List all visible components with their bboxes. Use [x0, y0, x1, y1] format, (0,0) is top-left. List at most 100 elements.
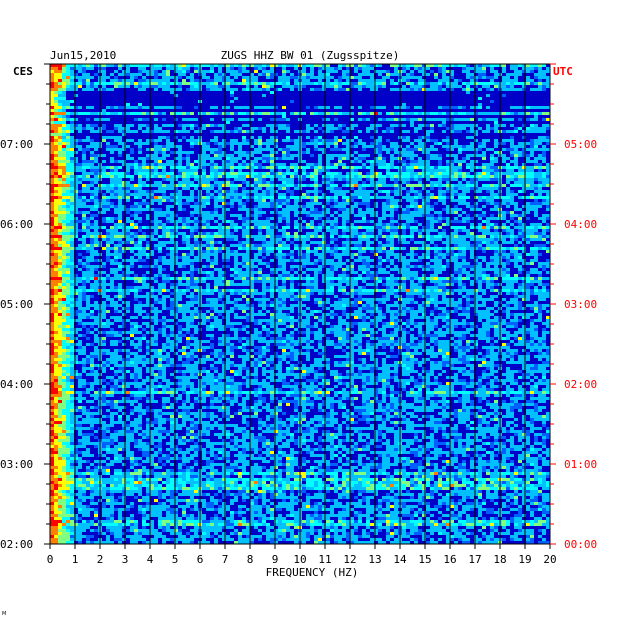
heatmap-cell [530, 175, 534, 178]
heatmap-cell [154, 181, 158, 184]
heatmap-cell [534, 184, 538, 187]
heatmap-cell [402, 67, 406, 70]
heatmap-cell [214, 166, 218, 169]
heatmap-cell [518, 127, 522, 130]
heatmap-cell [362, 112, 366, 115]
heatmap-cell [146, 193, 150, 196]
heatmap-cell [382, 175, 386, 178]
heatmap-cell [66, 238, 70, 241]
heatmap-cell [166, 73, 170, 76]
heatmap-cell [346, 130, 350, 133]
heatmap-cell [530, 235, 534, 238]
heatmap-cell [270, 169, 274, 172]
heatmap-cell [114, 247, 118, 250]
heatmap-cell [50, 82, 54, 85]
heatmap-cell [238, 247, 242, 250]
heatmap-cell [386, 244, 390, 247]
heatmap-cell [170, 214, 174, 217]
heatmap-cell [410, 124, 414, 127]
heatmap-cell [154, 229, 158, 232]
heatmap-cell [514, 160, 518, 163]
heatmap-cell [150, 166, 154, 169]
heatmap-cell [446, 208, 450, 211]
heatmap-cell [118, 148, 122, 151]
heatmap-cell [162, 73, 166, 76]
heatmap-cell [294, 76, 298, 79]
heatmap-cell [130, 250, 134, 253]
heatmap-cell [274, 124, 278, 127]
heatmap-cell [330, 250, 334, 253]
heatmap-cell [58, 145, 62, 148]
heatmap-cell [286, 139, 290, 142]
heatmap-cell [542, 112, 546, 115]
heatmap-cell [470, 205, 474, 208]
heatmap-cell [90, 178, 94, 181]
heatmap-cell [390, 190, 394, 193]
heatmap-cell [526, 235, 530, 238]
heatmap-cell [282, 82, 286, 85]
heatmap-cell [434, 64, 438, 67]
heatmap-cell [322, 106, 326, 109]
heatmap-cell [118, 226, 122, 229]
heatmap-cell [426, 229, 430, 232]
heatmap-cell [66, 85, 70, 88]
heatmap-cell [50, 163, 54, 166]
heatmap-cell [102, 109, 106, 112]
heatmap-cell [214, 247, 218, 250]
heatmap-cell [350, 76, 354, 79]
heatmap-cell [118, 67, 122, 70]
heatmap-cell [546, 70, 550, 73]
heatmap-cell [70, 220, 74, 223]
heatmap-cell [318, 142, 322, 145]
heatmap-cell [370, 64, 374, 67]
heatmap-cell [482, 241, 486, 244]
heatmap-cell [230, 220, 234, 223]
heatmap-cell [442, 202, 446, 205]
heatmap-cell [438, 112, 442, 115]
heatmap-cell [522, 181, 526, 184]
heatmap-cell [242, 88, 246, 91]
heatmap-cell [474, 178, 478, 181]
heatmap-cell [494, 205, 498, 208]
heatmap-cell [490, 70, 494, 73]
heatmap-cell [346, 178, 350, 181]
heatmap-cell [106, 112, 110, 115]
heatmap-cell [426, 139, 430, 142]
heatmap-cell [314, 145, 318, 148]
heatmap-cell [506, 175, 510, 178]
heatmap-cell [266, 157, 270, 160]
heatmap-cell [166, 106, 170, 109]
heatmap-cell [230, 163, 234, 166]
heatmap-cell [150, 220, 154, 223]
heatmap-cell [62, 148, 66, 151]
heatmap-cell [354, 64, 358, 67]
heatmap-cell [138, 238, 142, 241]
heatmap-cell [458, 166, 462, 169]
heatmap-cell [470, 136, 474, 139]
heatmap-cell [426, 214, 430, 217]
heatmap-cell [246, 82, 250, 85]
heatmap-cell [118, 253, 122, 256]
heatmap-cell [302, 64, 306, 67]
heatmap-cell [270, 148, 274, 151]
heatmap-cell [466, 175, 470, 178]
heatmap-cell [326, 64, 330, 67]
heatmap-cell [482, 214, 486, 217]
heatmap-cell [234, 160, 238, 163]
heatmap-cell [94, 145, 98, 148]
heatmap-cell [310, 73, 314, 76]
heatmap-cell [62, 184, 66, 187]
heatmap-cell [150, 112, 154, 115]
heatmap-cell [442, 130, 446, 133]
heatmap-cell [210, 64, 214, 67]
heatmap-cell [450, 106, 454, 109]
heatmap-cell [126, 106, 130, 109]
heatmap-cell [146, 256, 150, 259]
heatmap-cell [338, 82, 342, 85]
heatmap-cell [190, 235, 194, 238]
heatmap-cell [62, 64, 66, 67]
heatmap-cell [286, 136, 290, 139]
heatmap-cell [202, 163, 206, 166]
heatmap-cell [242, 136, 246, 139]
heatmap-cell [314, 163, 318, 166]
